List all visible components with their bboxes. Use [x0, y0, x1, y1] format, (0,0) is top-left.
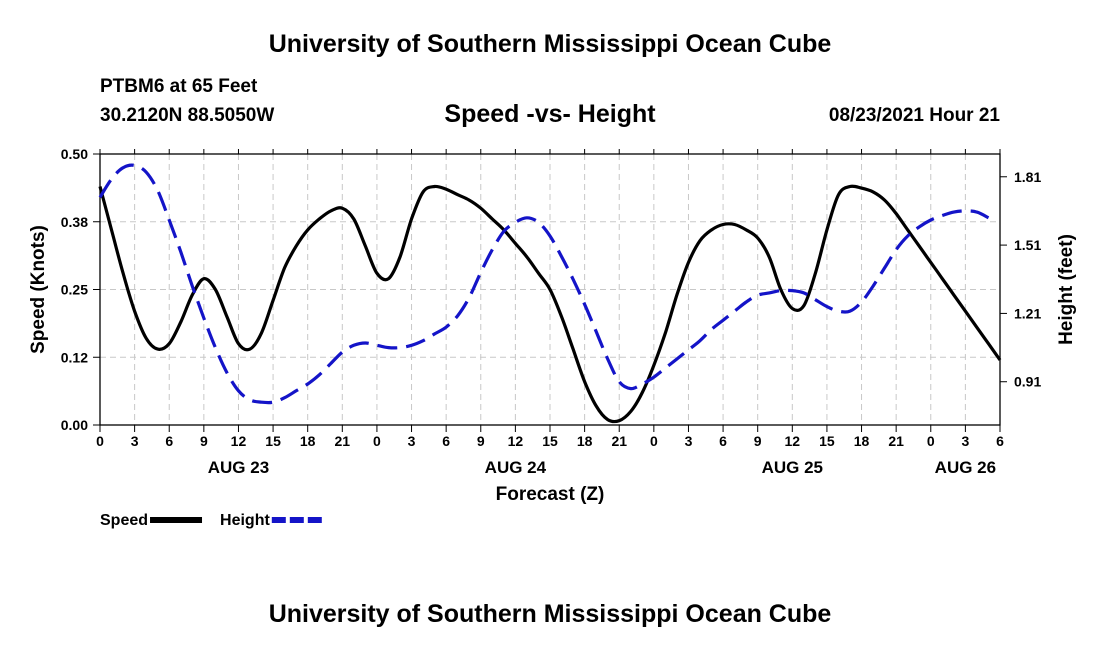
x-date-label: AUG 24	[485, 458, 547, 477]
x-tick-label: 21	[888, 433, 904, 449]
x-tick-label: 12	[231, 433, 247, 449]
x-tick-label: 15	[265, 433, 281, 449]
x-date-label: AUG 26	[935, 458, 996, 477]
forecast-timestamp: 08/23/2021 Hour 21	[828, 105, 1000, 126]
x-date-label: AUG 23	[208, 458, 269, 477]
chart-header-title: University of Southern Mississippi Ocean…	[268, 30, 832, 58]
coordinates-label: 30.2120N 88.5050W	[100, 105, 275, 126]
y-tick-label: 0.00	[61, 417, 88, 433]
x-tick-label: 18	[577, 433, 593, 449]
x-tick-label: 0	[650, 433, 658, 449]
x-tick-label: 9	[200, 433, 208, 449]
x-tick-label: 6	[719, 433, 727, 449]
chart-subtitle: Speed -vs- Height	[444, 100, 656, 128]
x-tick-label: 18	[854, 433, 870, 449]
x-tick-label: 0	[96, 433, 104, 449]
x-tick-label: 0	[373, 433, 381, 449]
x-tick-label: 9	[477, 433, 485, 449]
y-tick-label: 0.12	[61, 349, 88, 365]
x-tick-label: 6	[996, 433, 1004, 449]
y-tick-label: 0.38	[61, 214, 88, 230]
height-series-line	[98, 163, 990, 405]
x-date-label: AUG 25	[762, 458, 823, 477]
x-tick-label: 15	[542, 433, 558, 449]
legend-label-speed: Speed	[100, 512, 148, 529]
x-tick-label: 6	[165, 433, 173, 449]
x-tick-label: 3	[131, 433, 139, 449]
chart-footer-title: University of Southern Mississippi Ocean…	[268, 600, 832, 628]
y2-tick-label: 1.81	[1014, 169, 1041, 185]
y-tick-label: 0.25	[61, 282, 88, 298]
x-axis-title: Forecast (Z)	[496, 484, 605, 505]
y2-tick-label: 1.21	[1014, 305, 1041, 321]
x-tick-label: 21	[611, 433, 627, 449]
legend-label-height: Height	[220, 512, 270, 529]
x-tick-label: 18	[300, 433, 316, 449]
x-tick-label: 12	[785, 433, 801, 449]
x-tick-label: 9	[754, 433, 762, 449]
y-axis-title: Speed (Knots)	[28, 225, 49, 354]
x-tick-label: 3	[408, 433, 416, 449]
station-label: PTBM6 at 65 Feet	[100, 76, 258, 97]
y2-tick-label: 1.51	[1014, 237, 1041, 253]
x-tick-label: 12	[508, 433, 524, 449]
x-tick-label: 6	[442, 433, 450, 449]
y-tick-label: 0.50	[61, 146, 88, 162]
y2-axis-title: Height (feet)	[1056, 234, 1077, 345]
x-tick-label: 15	[819, 433, 835, 449]
x-tick-label: 3	[961, 433, 969, 449]
x-tick-label: 21	[335, 433, 351, 449]
speed-series-line	[98, 184, 1002, 424]
x-tick-label: 3	[685, 433, 693, 449]
y2-tick-label: 0.91	[1014, 374, 1041, 390]
x-tick-label: 0	[927, 433, 935, 449]
